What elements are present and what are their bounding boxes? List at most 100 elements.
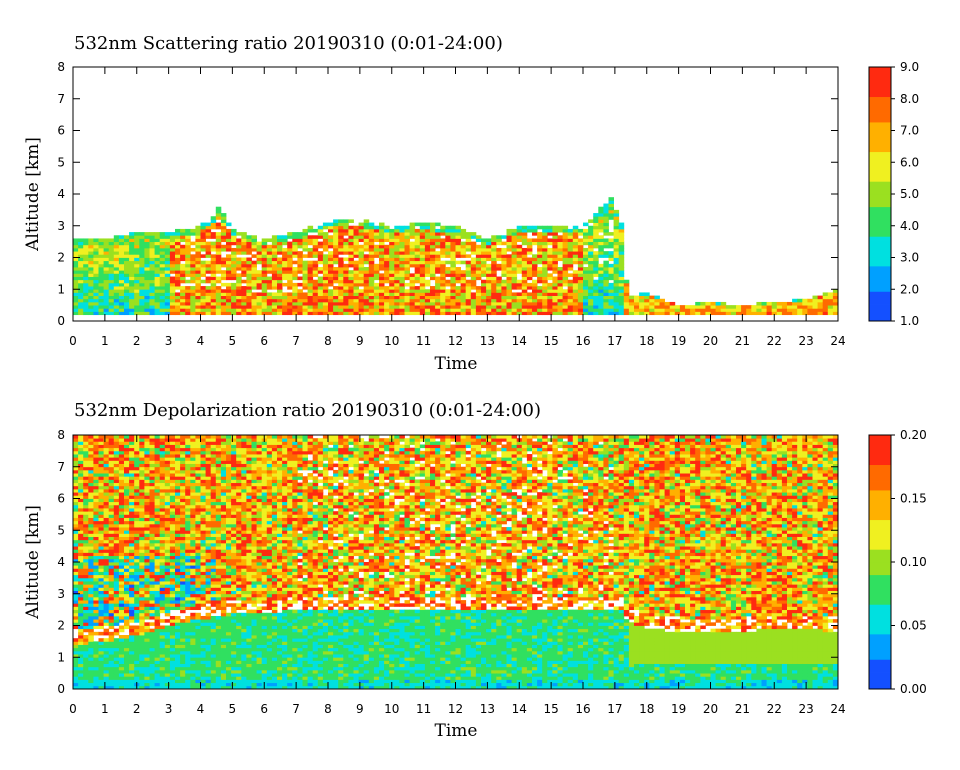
heatmap-cell	[164, 260, 171, 265]
heatmap-cell	[588, 228, 594, 233]
heatmap-cell	[103, 650, 110, 655]
heatmap-cell	[552, 238, 558, 243]
heatmap-cell	[368, 257, 375, 262]
heatmap-cell	[103, 435, 110, 439]
heatmap-cell	[149, 527, 155, 531]
heatmap-cell	[679, 308, 686, 312]
heatmap-cell	[430, 238, 436, 243]
heatmap-cell	[588, 308, 594, 312]
heatmap-cell	[164, 523, 171, 528]
heatmap-cell	[185, 488, 191, 493]
heatmap-cell	[113, 435, 120, 439]
heatmap-cell	[521, 225, 528, 230]
heatmap-cell	[159, 457, 166, 461]
heatmap-cell	[118, 562, 125, 566]
heatmap-cell	[180, 276, 186, 281]
heatmap-cell	[88, 587, 94, 591]
heatmap-cell	[108, 593, 115, 598]
heatmap-cell	[144, 669, 150, 674]
heatmap-cell	[384, 292, 390, 296]
heatmap-cell	[185, 479, 191, 484]
heatmap-cell	[353, 247, 359, 252]
heatmap-cell	[583, 232, 589, 236]
heatmap-cell	[73, 276, 79, 281]
heatmap-cell	[588, 225, 594, 230]
heatmap-cell	[73, 622, 79, 626]
heatmap-cell	[526, 301, 533, 306]
heatmap-cell	[537, 289, 543, 293]
heatmap-cell	[113, 482, 120, 487]
heatmap-cell	[93, 501, 99, 506]
heatmap-cell	[195, 308, 201, 312]
heatmap-cell	[159, 596, 166, 601]
heatmap-cell	[460, 311, 467, 316]
heatmap-cell	[159, 501, 166, 506]
heatmap-cell	[389, 305, 395, 309]
heatmap-cell	[430, 311, 436, 316]
heatmap-cell	[322, 270, 329, 274]
heatmap-cell	[730, 308, 737, 312]
heatmap-cell	[88, 457, 94, 461]
heatmap-cell	[409, 251, 416, 255]
heatmap-cell	[363, 254, 370, 258]
heatmap-cell	[557, 228, 563, 233]
heatmap-cell	[180, 498, 186, 503]
heatmap-cell	[175, 295, 181, 300]
heatmap-cell	[164, 552, 171, 557]
heatmap-cell	[414, 228, 421, 233]
heatmap-cell	[766, 301, 773, 306]
heatmap-cell	[169, 685, 176, 690]
heatmap-cell	[470, 286, 477, 290]
heatmap-cell	[139, 301, 145, 306]
heatmap-cell	[134, 260, 140, 265]
colorbar-swatch	[869, 202, 891, 208]
heatmap-cell	[465, 270, 472, 274]
heatmap-cell	[384, 301, 390, 306]
heatmap-cell	[164, 476, 171, 480]
heatmap-cell	[175, 454, 181, 458]
heatmap-cell	[409, 298, 416, 303]
heatmap-cell	[129, 247, 135, 252]
heatmap-cell	[103, 466, 110, 471]
heatmap-cell	[175, 682, 181, 687]
heatmap-cell	[98, 498, 104, 503]
heatmap-cell	[144, 546, 150, 550]
heatmap-cell	[93, 495, 99, 499]
heatmap-cell	[521, 228, 528, 233]
heatmap-cell	[73, 305, 79, 309]
heatmap-cell	[190, 241, 196, 246]
heatmap-cell	[185, 476, 191, 480]
heatmap-cell	[180, 476, 186, 480]
heatmap-cell	[108, 511, 115, 515]
heatmap-cell	[98, 485, 104, 490]
heatmap-cell	[108, 514, 115, 518]
heatmap-cell	[200, 267, 206, 271]
heatmap-cell	[542, 228, 548, 233]
heatmap-cell	[583, 298, 589, 303]
heatmap-cell	[603, 301, 609, 306]
heatmap-cell	[149, 593, 155, 598]
heatmap-cell	[108, 612, 115, 617]
heatmap-cell	[124, 577, 130, 582]
heatmap-cell	[266, 247, 273, 252]
heatmap-cell	[613, 298, 620, 303]
heatmap-cell	[118, 235, 125, 239]
heatmap-cell	[129, 533, 135, 537]
heatmap-cell	[328, 263, 334, 268]
heatmap-cell	[175, 590, 181, 595]
heatmap-cell	[175, 625, 181, 630]
heatmap-cell	[113, 568, 120, 572]
heatmap-cell	[583, 235, 589, 239]
heatmap-cell	[113, 558, 120, 563]
heatmap-cell	[567, 273, 574, 277]
heatmap-cell	[93, 606, 99, 611]
heatmap-cell	[185, 584, 191, 588]
heatmap-cell	[628, 301, 635, 306]
heatmap-cell	[220, 273, 227, 277]
heatmap-cell	[226, 244, 232, 249]
heatmap-cell	[491, 305, 497, 309]
heatmap-cell	[379, 292, 385, 296]
heatmap-cell	[154, 536, 161, 541]
heatmap-cell	[185, 520, 191, 525]
heatmap-cell	[113, 555, 120, 560]
